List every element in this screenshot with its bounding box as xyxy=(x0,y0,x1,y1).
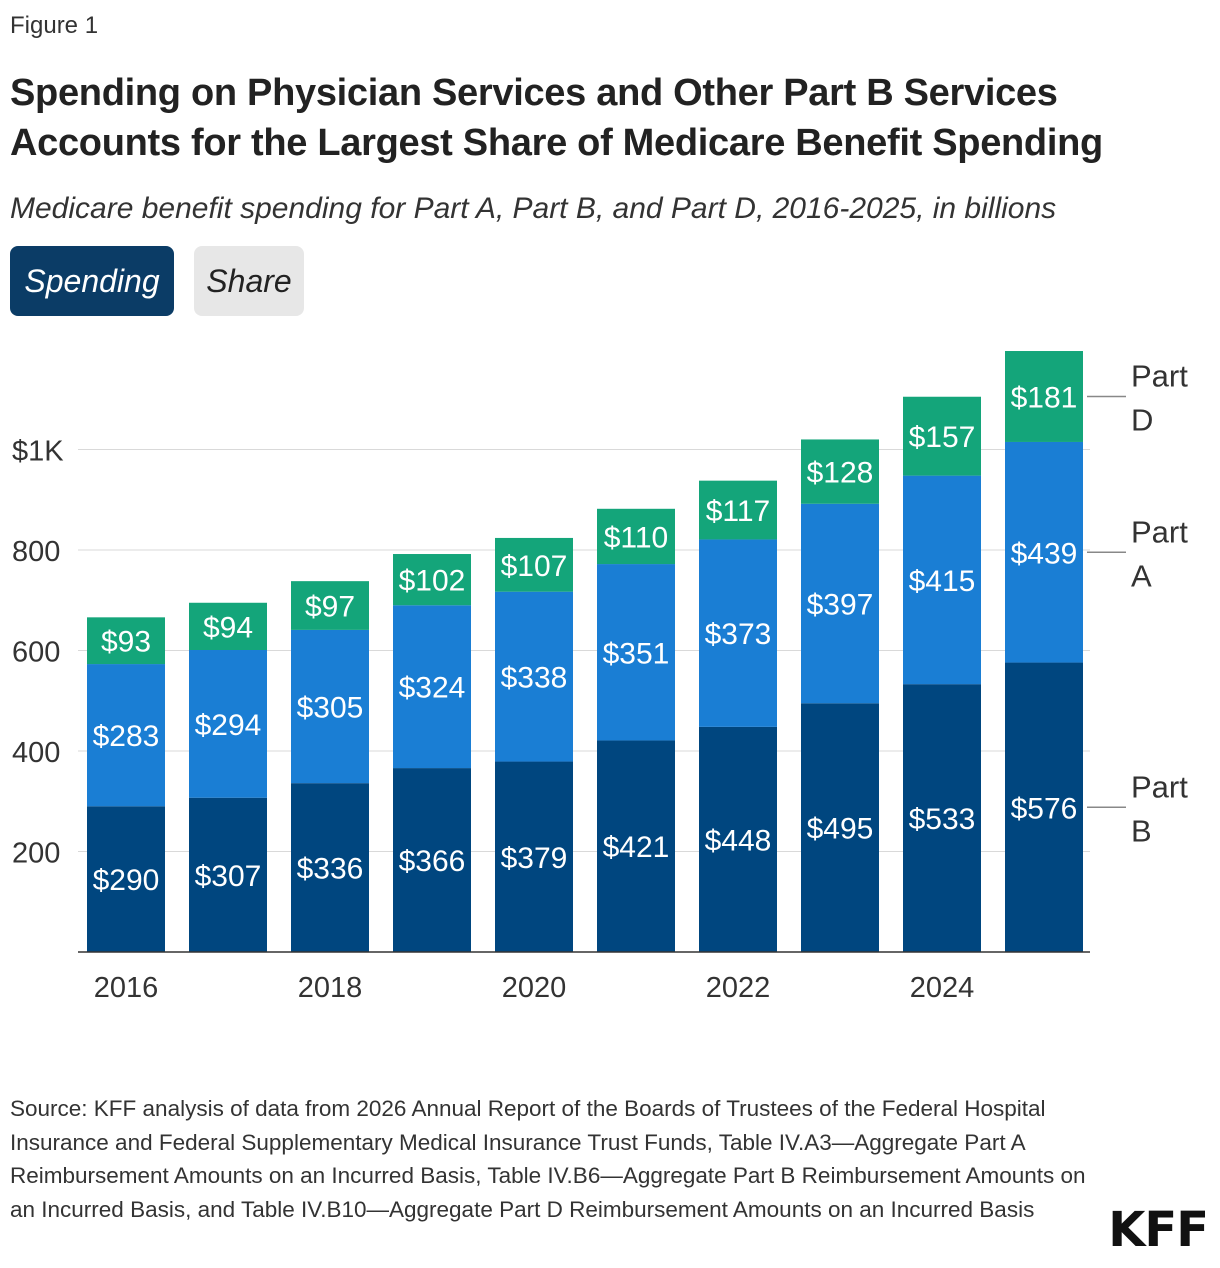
data-label: $93 xyxy=(101,626,151,659)
bar-segment-part-d xyxy=(393,554,471,606)
y-tick-label: 800 xyxy=(12,536,60,568)
bar-segment-part-b xyxy=(393,768,471,952)
data-label: $448 xyxy=(705,824,772,857)
data-label: $421 xyxy=(603,831,670,864)
x-tick-label: 2024 xyxy=(910,972,975,1004)
data-label: $439 xyxy=(1011,537,1078,570)
bar-segment-part-d xyxy=(291,581,369,630)
bar-segment-part-d xyxy=(189,602,267,650)
data-label: $576 xyxy=(1011,792,1078,825)
x-tick-label: 2022 xyxy=(706,972,771,1004)
bar-segment-part-d xyxy=(801,439,879,504)
data-label: $351 xyxy=(603,637,670,670)
bar-segment-part-a xyxy=(699,539,777,727)
bar-segment-part-a xyxy=(597,564,675,741)
bar-segment-part-b xyxy=(291,783,369,952)
bar-segment-part-a xyxy=(393,605,471,769)
data-label: $102 xyxy=(399,565,466,598)
data-label: $181 xyxy=(1011,381,1078,414)
data-label: $305 xyxy=(297,692,364,725)
x-tick-label: 2016 xyxy=(94,972,159,1004)
data-label: $324 xyxy=(399,672,466,705)
y-tick-label: $1K xyxy=(12,436,64,468)
bar-segment-part-d xyxy=(699,480,777,540)
data-label: $283 xyxy=(93,720,160,753)
bar-segment-part-a xyxy=(903,475,981,685)
bar-segment-part-a xyxy=(189,649,267,798)
spending-toggle-button[interactable]: Spending xyxy=(10,246,174,316)
stacked-bar-chart: 200 400 600 800 $1K $290 $283 $93 $307 $294 $94 $33… xyxy=(12,351,1188,1004)
data-label: $128 xyxy=(807,457,874,490)
data-label: $107 xyxy=(501,550,568,583)
bar-segment-part-d xyxy=(597,508,675,565)
bar-segment-part-b xyxy=(699,726,777,952)
share-toggle-button[interactable]: Share xyxy=(194,246,304,316)
data-label: $157 xyxy=(909,421,976,454)
bar-segment-part-a xyxy=(291,629,369,784)
data-label: $533 xyxy=(909,803,976,836)
series-label-part-a: Part A xyxy=(1131,514,1188,593)
bar-segment-part-d xyxy=(1005,351,1083,442)
bar-segment-part-d xyxy=(495,537,573,592)
data-label: $495 xyxy=(807,813,874,846)
bar-segment-part-b xyxy=(903,684,981,952)
bar-segment-part-b xyxy=(189,797,267,952)
data-label: $97 xyxy=(305,591,355,624)
bar-segment-part-b xyxy=(495,761,573,952)
data-label: $290 xyxy=(93,864,160,897)
bar-segment-part-a xyxy=(801,503,879,704)
bar-segment-part-b xyxy=(87,806,165,952)
kff-logo: KFF xyxy=(1108,1202,1209,1258)
figure-label: Figure 1 xyxy=(10,12,99,39)
y-tick-label: 200 xyxy=(12,838,60,870)
bar-segment-part-a xyxy=(495,591,573,762)
bar-segment-part-b xyxy=(1005,662,1083,952)
bar-segment-part-a xyxy=(87,664,165,807)
bar-segment-part-b xyxy=(597,740,675,952)
bar-segment-part-d xyxy=(87,617,165,665)
x-tick-label: 2020 xyxy=(502,972,567,1004)
data-label: $366 xyxy=(399,845,466,878)
data-label: $294 xyxy=(195,709,262,742)
chart-title: Spending on Physician Services and Other… xyxy=(10,72,1103,164)
bar-segment-part-a xyxy=(1005,441,1083,663)
x-tick-label: 2018 xyxy=(298,972,363,1004)
data-label: $397 xyxy=(807,589,874,622)
data-label: $379 xyxy=(501,842,568,875)
y-tick-label: 600 xyxy=(12,637,60,669)
y-tick-label: 400 xyxy=(12,737,60,769)
bar-segment-part-b xyxy=(801,703,879,952)
data-label: $373 xyxy=(705,618,772,651)
data-label: $94 xyxy=(203,611,253,644)
bar-segment-part-d xyxy=(903,396,981,476)
series-label-part-d: Part D xyxy=(1131,358,1188,437)
data-label: $338 xyxy=(501,662,568,695)
data-label: $110 xyxy=(604,521,669,554)
source-note: Source: KFF analysis of data from 2026 A… xyxy=(10,1096,1086,1222)
series-label-part-b: Part B xyxy=(1131,769,1188,848)
data-label: $336 xyxy=(297,853,364,886)
data-label: $117 xyxy=(706,495,771,528)
chart-subtitle: Medicare benefit spending for Part A, Pa… xyxy=(10,192,1057,225)
data-label: $307 xyxy=(195,860,262,893)
data-label: $415 xyxy=(909,565,976,598)
